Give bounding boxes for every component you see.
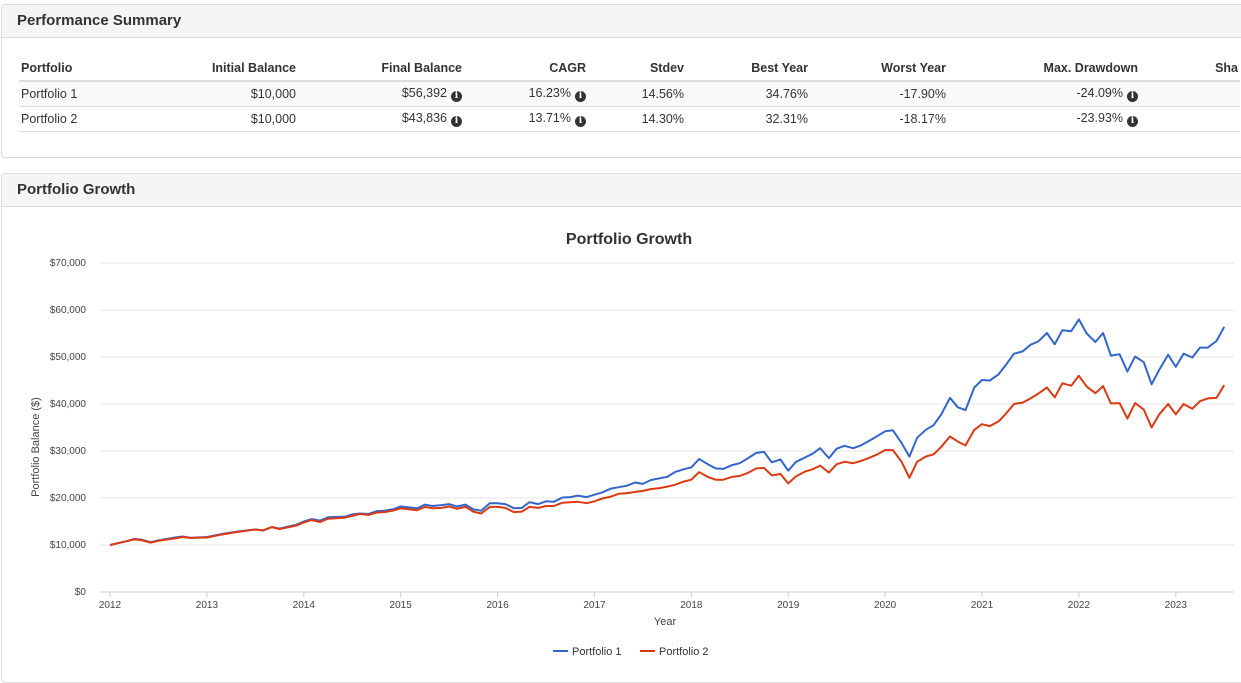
chart-grid: [100, 262, 1234, 593]
legend-label-portfolio-1[interactable]: Portfolio 1: [572, 646, 622, 658]
cell-portfolio: Portfolio 1: [19, 81, 169, 107]
table-row: Portfolio 2 $10,000 $43,836 i 13.71% i 14.…: [19, 106, 1240, 132]
col-worst-year: Worst Year: [810, 55, 948, 82]
performance-summary-table: Portfolio Initial Balance Final Balance …: [19, 55, 1240, 132]
y-tick-label: $70,000: [50, 258, 87, 269]
info-circle-icon[interactable]: i: [451, 90, 462, 102]
cell-final-balance: $43,836 i: [298, 106, 464, 132]
cell-worst-year: -17.90%: [810, 81, 948, 107]
info-circle-icon[interactable]: i: [451, 115, 462, 127]
cell-initial-balance: $10,000: [169, 81, 298, 107]
col-portfolio: Portfolio: [19, 55, 169, 82]
cell-max-drawdown: -24.09% i: [948, 81, 1140, 107]
cell-best-year: 32.31%: [686, 106, 810, 132]
info-circle-icon[interactable]: i: [575, 90, 586, 102]
y-tick-label: $30,000: [50, 446, 87, 457]
y-tick-label: $20,000: [50, 493, 87, 504]
series-line-portfolio-2[interactable]: [109, 374, 1226, 546]
table-row: Portfolio 1 $10,000 $56,392 i 16.23% i 14.…: [19, 81, 1240, 107]
portfolio-growth-heading: Portfolio Growth: [2, 174, 1241, 207]
col-cagr: CAGR: [464, 55, 588, 82]
x-tick-label: 2016: [486, 600, 509, 611]
portfolio-growth-chart: $0 $10,000 $20,000 $30,000 $40,000 $50,000 $60…: [30, 231, 1234, 658]
cagr-value: 13.71%: [528, 110, 571, 125]
x-axis-label: Year: [654, 616, 677, 628]
info-circle-icon[interactable]: i: [1127, 90, 1138, 102]
final-balance-value: $56,392: [401, 85, 447, 100]
chart-title: Portfolio Growth: [566, 231, 692, 248]
x-tick-label: 2017: [583, 600, 606, 611]
max-drawdown-value: -23.93%: [1076, 110, 1123, 125]
y-tick-label: $50,000: [50, 352, 87, 363]
x-tick-label: 2018: [680, 600, 703, 611]
y-tick-label: $0: [75, 587, 87, 598]
y-tick-label: $10,000: [50, 540, 87, 551]
x-tick-label: 2023: [1165, 600, 1188, 611]
col-final-balance: Final Balance: [298, 55, 464, 82]
info-circle-icon[interactable]: i: [575, 115, 586, 127]
max-drawdown-value: -24.09%: [1076, 85, 1123, 100]
series-line-portfolio-1[interactable]: [109, 318, 1226, 546]
x-axis-ticks: 2012 2013 2014 2015 2016 2017 2018 2019 2020 2021…: [99, 592, 1187, 611]
x-tick-label: 2020: [874, 600, 897, 611]
cell-sharpe: [1140, 106, 1240, 132]
cell-max-drawdown: -23.93% i: [948, 106, 1140, 132]
col-best-year: Best Year: [686, 55, 810, 82]
cell-initial-balance: $10,000: [169, 106, 298, 132]
performance-summary-heading: Performance Summary: [2, 5, 1241, 38]
chart-series: [109, 318, 1226, 546]
x-tick-label: 2021: [971, 600, 994, 611]
info-circle-icon[interactable]: i: [1127, 115, 1138, 127]
cagr-value: 16.23%: [528, 85, 571, 100]
table-header-row: Portfolio Initial Balance Final Balance …: [19, 55, 1240, 82]
col-stdev: Stdev: [588, 55, 686, 82]
y-axis-ticks: $0 $10,000 $20,000 $30,000 $40,000 $50,000 $60…: [50, 258, 87, 598]
cell-cagr: 16.23% i: [464, 81, 588, 107]
cell-final-balance: $56,392 i: [298, 81, 464, 107]
final-balance-value: $43,836: [401, 110, 447, 125]
x-tick-label: 2013: [196, 600, 219, 611]
legend-label-portfolio-2[interactable]: Portfolio 2: [659, 646, 709, 658]
y-tick-label: $60,000: [50, 305, 87, 316]
cell-best-year: 34.76%: [686, 81, 810, 107]
x-tick-label: 2019: [777, 600, 800, 611]
x-tick-label: 2015: [390, 600, 413, 611]
cell-stdev: 14.56%: [588, 81, 686, 107]
x-tick-label: 2022: [1068, 600, 1091, 611]
cell-sharpe: [1140, 81, 1240, 107]
cell-worst-year: -18.17%: [810, 106, 948, 132]
col-initial-balance: Initial Balance: [169, 55, 298, 82]
col-max-drawdown: Max. Drawdown: [948, 55, 1140, 82]
performance-summary-panel: Performance Summary Portfolio Initial Ba…: [1, 4, 1241, 158]
x-tick-label: 2012: [99, 600, 122, 611]
chart-legend: Portfolio 1 Portfolio 2: [553, 646, 709, 658]
y-axis-label: Portfolio Balance ($): [30, 397, 42, 497]
x-tick-label: 2014: [293, 600, 316, 611]
cell-stdev: 14.30%: [588, 106, 686, 132]
cell-cagr: 13.71% i: [464, 106, 588, 132]
cell-portfolio: Portfolio 2: [19, 106, 169, 132]
portfolio-growth-panel: Portfolio Growth $0 $10,000 $20,000 $30,000…: [1, 173, 1241, 683]
col-sharpe: Sha: [1140, 55, 1240, 82]
y-tick-label: $40,000: [50, 399, 87, 410]
